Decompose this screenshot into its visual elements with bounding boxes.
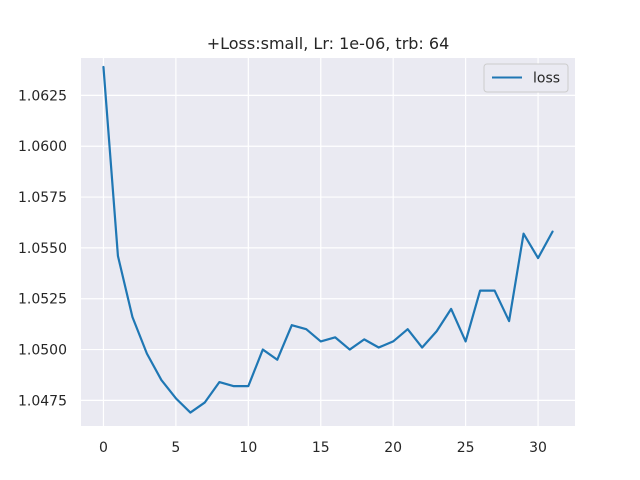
y-axis-ticks: 1.0475 1.0500 1.0525 1.0550 1.0575 1.0600 1.06… — [18, 88, 67, 409]
plot-area — [81, 58, 575, 426]
x-tick-label: 5 — [171, 440, 180, 456]
x-tick-label: 10 — [239, 440, 257, 456]
x-tick-label: 25 — [457, 440, 475, 456]
x-tick-label: 15 — [312, 440, 330, 456]
x-tick-label: 20 — [384, 440, 402, 456]
grid-lines — [81, 58, 575, 426]
y-tick-label: 1.0500 — [18, 343, 67, 359]
x-tick-label: 0 — [99, 440, 108, 456]
y-tick-label: 1.0475 — [18, 393, 67, 409]
y-tick-label: 1.0525 — [18, 292, 67, 308]
y-tick-label: 1.0575 — [18, 190, 67, 206]
y-tick-label: 1.0625 — [18, 88, 67, 104]
x-axis-ticks: 0 5 10 15 20 25 30 — [99, 440, 547, 456]
chart-title: +Loss:small, Lr: 1e-06, trb: 64 — [207, 34, 450, 53]
x-tick-label: 30 — [529, 440, 547, 456]
legend: loss — [483, 63, 569, 93]
y-tick-label: 1.0550 — [18, 241, 67, 257]
series-line-loss — [102, 65, 554, 414]
y-tick-label: 1.0600 — [18, 139, 67, 155]
legend-box — [483, 63, 569, 93]
legend-label-loss: loss — [533, 71, 560, 87]
series-layer — [102, 65, 554, 414]
